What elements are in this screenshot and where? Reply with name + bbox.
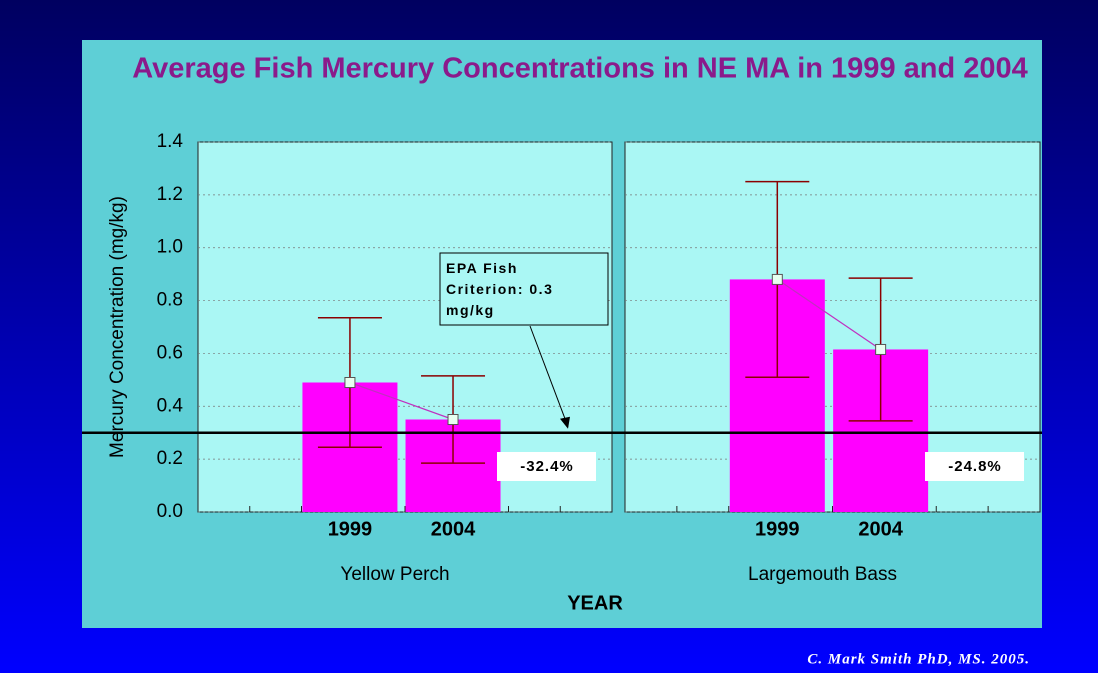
y-tick-label: 1.2: [157, 184, 183, 205]
annotation-wrap: EPA Fish Criterion: 0.3 mg/kg: [446, 260, 554, 318]
y-tick-label: 0.0: [157, 501, 183, 522]
x-tick-label: 1999: [755, 518, 800, 540]
annotation-box: [439, 252, 609, 326]
y-tick-label: 1.4: [157, 131, 184, 152]
change-box: [497, 452, 596, 481]
trend-line: [349, 381, 454, 421]
y-tick-label: 0.2: [157, 448, 183, 469]
change-label: -32.4%: [520, 458, 574, 475]
change-label: -24.8%: [948, 458, 1002, 475]
x-tick-label: 1999: [328, 518, 373, 540]
y-tick-label: 0.4: [157, 395, 184, 416]
y-tick-label: 0.6: [157, 342, 183, 363]
y-tick-label: 1.0: [157, 237, 183, 258]
panel-label: Largemouth Bass: [748, 564, 897, 585]
change-box: [925, 452, 1024, 481]
plot-area: [197, 141, 613, 513]
x-axis-title: YEAR: [567, 592, 623, 614]
chart-title: Average Fish Mercury Concentrations in N…: [132, 53, 1028, 85]
y-tick-label: 0.8: [157, 290, 183, 311]
source: C. Mark Smith PhD, MS. 2005.: [807, 651, 1030, 667]
x-tick-label: 2004: [858, 518, 903, 540]
trend-line: [776, 278, 881, 350]
x-tick-label: 2004: [431, 518, 476, 540]
annotation-arrow: [529, 325, 569, 427]
y-axis-title: Mercury Concentration (mg/kg): [107, 196, 128, 458]
point-marker: [447, 414, 459, 425]
point-marker: [771, 273, 783, 285]
point-marker: [344, 377, 356, 388]
annotation-arrowhead: [560, 416, 570, 429]
panel-label: Yellow Perch: [340, 564, 449, 585]
criterion-label: EPA Fish Criterion: 0.3 mg/kg: [446, 260, 554, 318]
point-marker: [875, 343, 887, 355]
plot-area: [624, 141, 1041, 513]
